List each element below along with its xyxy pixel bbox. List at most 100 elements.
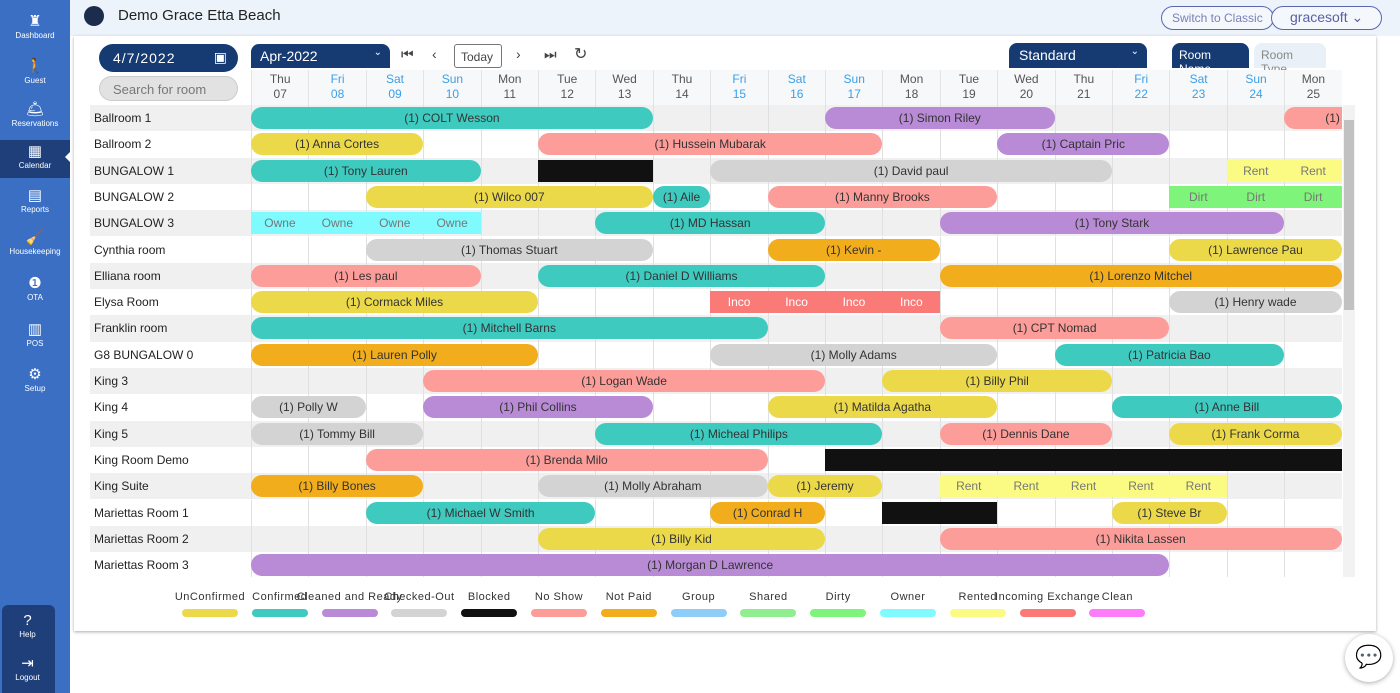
booking-bar[interactable]: (1) CPT Nomad (939, 317, 1170, 340)
sidebar-item-ota[interactable]: ❶ OTA (0, 272, 70, 310)
sidebar-item-calendar[interactable]: ▦ Calendar (0, 140, 70, 178)
booking-bar[interactable]: (1) David paul (710, 159, 1112, 182)
booking-bar[interactable] (882, 501, 998, 524)
day-cell[interactable] (308, 236, 365, 263)
room-name[interactable]: Mariettas Room 3 (94, 558, 189, 573)
room-name[interactable]: King Suite (94, 479, 149, 494)
day-cell[interactable] (825, 368, 882, 395)
sidebar-item-help[interactable]: ? Help (0, 612, 55, 639)
booking-bar[interactable]: (1) Ba (1284, 107, 1342, 129)
day-cell[interactable] (882, 210, 939, 237)
day-cell[interactable] (1284, 341, 1341, 368)
booking-bar[interactable]: (1) Jeremy (767, 475, 883, 498)
day-cell[interactable] (997, 341, 1054, 368)
sidebar-item-reports[interactable]: ▤ Reports (0, 184, 70, 222)
day-cell[interactable] (1169, 315, 1226, 342)
day-cell[interactable] (825, 210, 882, 237)
booking-bar[interactable]: (1) Aile (652, 185, 711, 208)
day-cell[interactable] (767, 446, 825, 474)
day-cell[interactable] (710, 236, 767, 263)
day-cell[interactable] (1226, 473, 1284, 500)
day-cell[interactable] (997, 394, 1054, 421)
day-cell[interactable] (538, 341, 595, 368)
booking-bar[interactable]: (1) Simon Riley (825, 107, 1055, 129)
day-cell[interactable] (767, 105, 825, 132)
booking-bar[interactable]: (1) Frank Corma (1169, 422, 1342, 445)
day-cell[interactable] (1226, 131, 1284, 158)
day-cell[interactable] (480, 525, 538, 553)
day-cell[interactable] (538, 289, 595, 316)
day-cell[interactable] (652, 157, 710, 184)
day-cell[interactable] (423, 473, 480, 500)
sidebar-item-reservations[interactable]: 🛎 Reservations (0, 98, 70, 136)
booking-bar[interactable]: (1) Lauren Polly (251, 343, 538, 366)
day-cell[interactable] (1112, 105, 1169, 132)
room-name[interactable]: Mariettas Room 2 (94, 531, 189, 546)
booking-bar[interactable]: (1) Conrad H (710, 501, 825, 524)
booking-bar[interactable]: (1) Matilda Agatha (767, 396, 998, 419)
booking-bar[interactable]: (1) Anne Bill (1112, 396, 1342, 419)
day-cell[interactable] (423, 525, 480, 553)
day-cell[interactable] (1226, 105, 1284, 132)
day-cell[interactable] (882, 420, 939, 447)
room-name[interactable]: King Room Demo (94, 452, 189, 467)
day-cell[interactable] (1112, 420, 1169, 447)
day-cell[interactable] (480, 131, 538, 158)
day-cell[interactable] (1169, 131, 1226, 158)
booking-bar[interactable]: (1) Tommy Bill (251, 422, 424, 445)
rented-cell[interactable]: Rent (1226, 159, 1285, 182)
booking-bar[interactable]: (1) Lorenzo Mitchel (939, 264, 1342, 287)
day-cell[interactable] (251, 525, 308, 553)
tab-room-name[interactable]: Room Name (1172, 43, 1249, 76)
day-cell[interactable] (423, 131, 480, 158)
next-icon[interactable]: › (516, 46, 521, 62)
day-cell[interactable] (308, 446, 365, 474)
day-cell[interactable] (710, 394, 767, 421)
booking-bar[interactable]: (1) Phil Collins (423, 396, 653, 419)
day-cell[interactable] (251, 446, 308, 474)
day-cell[interactable] (652, 394, 710, 421)
rented-cell[interactable]: Rent (1054, 475, 1113, 498)
booking-bar[interactable]: (1) Henry wade (1169, 291, 1342, 314)
day-cell[interactable] (480, 420, 538, 447)
day-cell[interactable] (882, 131, 939, 158)
booking-bar[interactable]: (1) Molly Adams (710, 343, 998, 366)
day-cell[interactable] (1054, 105, 1112, 132)
day-cell[interactable] (1284, 473, 1341, 500)
day-cell[interactable] (595, 341, 652, 368)
chat-icon[interactable]: 💬 (1345, 634, 1393, 682)
owner-cell[interactable]: Owne (365, 212, 424, 235)
booking-bar[interactable]: (1) Lawrence Pau (1169, 238, 1342, 261)
day-cell[interactable] (365, 394, 423, 421)
day-cell[interactable] (997, 236, 1054, 263)
sidebar-item-housekeeping[interactable]: 🧹 Housekeeping (0, 226, 70, 264)
tab-room-type[interactable]: Room Type (1254, 43, 1326, 76)
day-cell[interactable] (1112, 368, 1169, 395)
incoming-cell[interactable]: Inco (825, 291, 883, 314)
rented-cell[interactable]: Rent (1284, 159, 1342, 182)
dirty-cell[interactable]: Dirt (1226, 185, 1285, 208)
incoming-cell[interactable]: Inco (710, 291, 769, 314)
day-cell[interactable] (939, 289, 997, 316)
day-cell[interactable] (939, 236, 997, 263)
room-name[interactable]: Cynthia room (94, 242, 166, 257)
booking-bar[interactable]: (1) Patricia Bao (1054, 343, 1285, 366)
day-cell[interactable] (997, 499, 1054, 526)
previous-icon[interactable]: ‹ (432, 46, 437, 62)
booking-bar[interactable]: (1) Kevin - (767, 238, 940, 261)
incoming-cell[interactable]: Inco (767, 291, 826, 314)
day-cell[interactable] (882, 473, 939, 500)
booking-bar[interactable]: (1) Billy Bones (251, 475, 424, 498)
room-name[interactable]: BUNGALOW 2 (94, 189, 175, 204)
day-cell[interactable] (1284, 499, 1341, 526)
booking-bar[interactable]: (1) Steve Br (1112, 501, 1227, 524)
sidebar-item-logout[interactable]: ⇥ Logout (0, 655, 55, 682)
room-name[interactable]: Ballroom 2 (94, 137, 152, 152)
day-cell[interactable] (1112, 289, 1169, 316)
day-cell[interactable] (308, 499, 365, 526)
room-name[interactable]: BUNGALOW 1 (94, 163, 175, 178)
scrollbar-thumb[interactable] (1344, 120, 1354, 310)
day-cell[interactable] (882, 525, 939, 553)
booking-bar[interactable]: (1) Billy Phil (882, 370, 1112, 392)
booking-bar[interactable]: (1) Morgan D Lawrence (251, 554, 1170, 577)
